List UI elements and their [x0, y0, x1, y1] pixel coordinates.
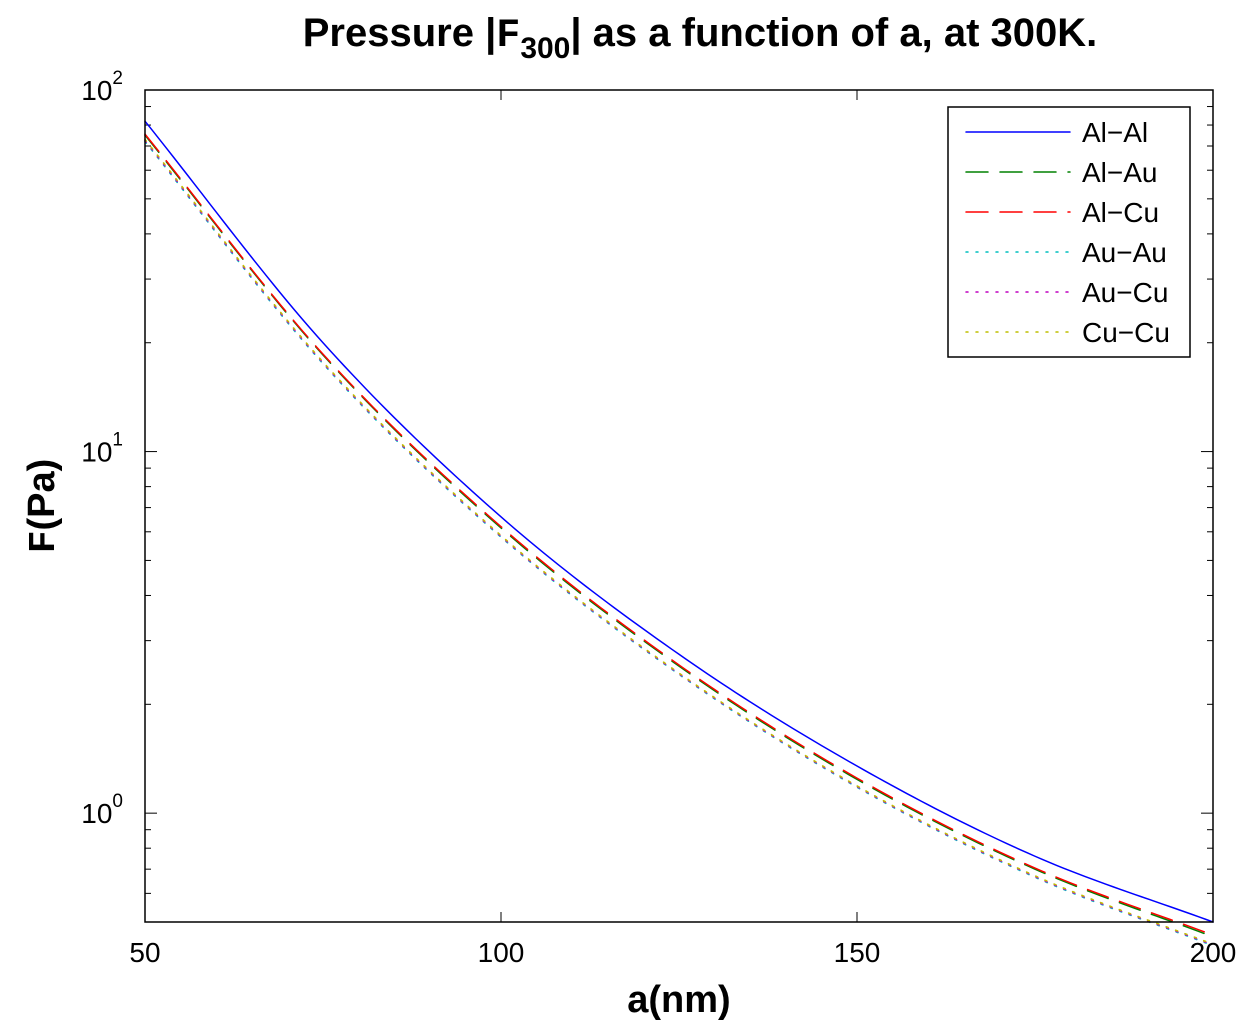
chart-title-subscript: 300 — [520, 32, 570, 65]
legend: Al−Al Al−Au Al−Cu Au−Au Au−Cu Cu−Cu — [947, 106, 1191, 358]
y-axis-title: F(Pa) — [21, 459, 66, 554]
series-line-2 — [144, 133, 1214, 936]
y-axis-title-rest: (Pa) — [21, 459, 63, 531]
y-tick-label: 101 — [81, 430, 123, 468]
x-tick-label: 150 — [834, 937, 881, 968]
x-tick-labels: 50 100 150 200 — [129, 937, 1236, 968]
y-tick-label: 100 — [81, 791, 123, 829]
x-tick-label: 200 — [1190, 937, 1237, 968]
y-tick-labels: 100 101 102 — [81, 68, 123, 829]
series-line-0 — [144, 120, 1214, 923]
plot-frame — [144, 89, 1214, 923]
chart-title: Pressure |F300| as a function of a, at 3… — [303, 11, 1098, 65]
chart-title-suffix: | as a function of a, at 300K. — [570, 11, 1097, 55]
legend-label-0: Al−Al — [1082, 117, 1148, 148]
legend-label-5: Cu−Cu — [1082, 317, 1170, 348]
x-tick-label: 50 — [129, 937, 160, 968]
legend-label-2: Al−Cu — [1082, 197, 1159, 228]
legend-label-1: Al−Au — [1082, 157, 1158, 188]
x-tick-label: 100 — [478, 937, 525, 968]
chart-title-prefix: Pressure | — [303, 11, 497, 55]
legend-label-3: Au−Au — [1082, 237, 1167, 268]
legend-box — [947, 106, 1191, 358]
legend-label-4: Au−Cu — [1082, 277, 1168, 308]
x-axis-title: a(nm) — [627, 979, 730, 1021]
y-tick-label: 102 — [81, 68, 123, 106]
axis-ticks — [144, 89, 1214, 923]
series-layer — [144, 120, 1214, 947]
y-axis-title-symbol: F — [23, 530, 66, 553]
chart-title-symbol: F — [496, 14, 520, 59]
